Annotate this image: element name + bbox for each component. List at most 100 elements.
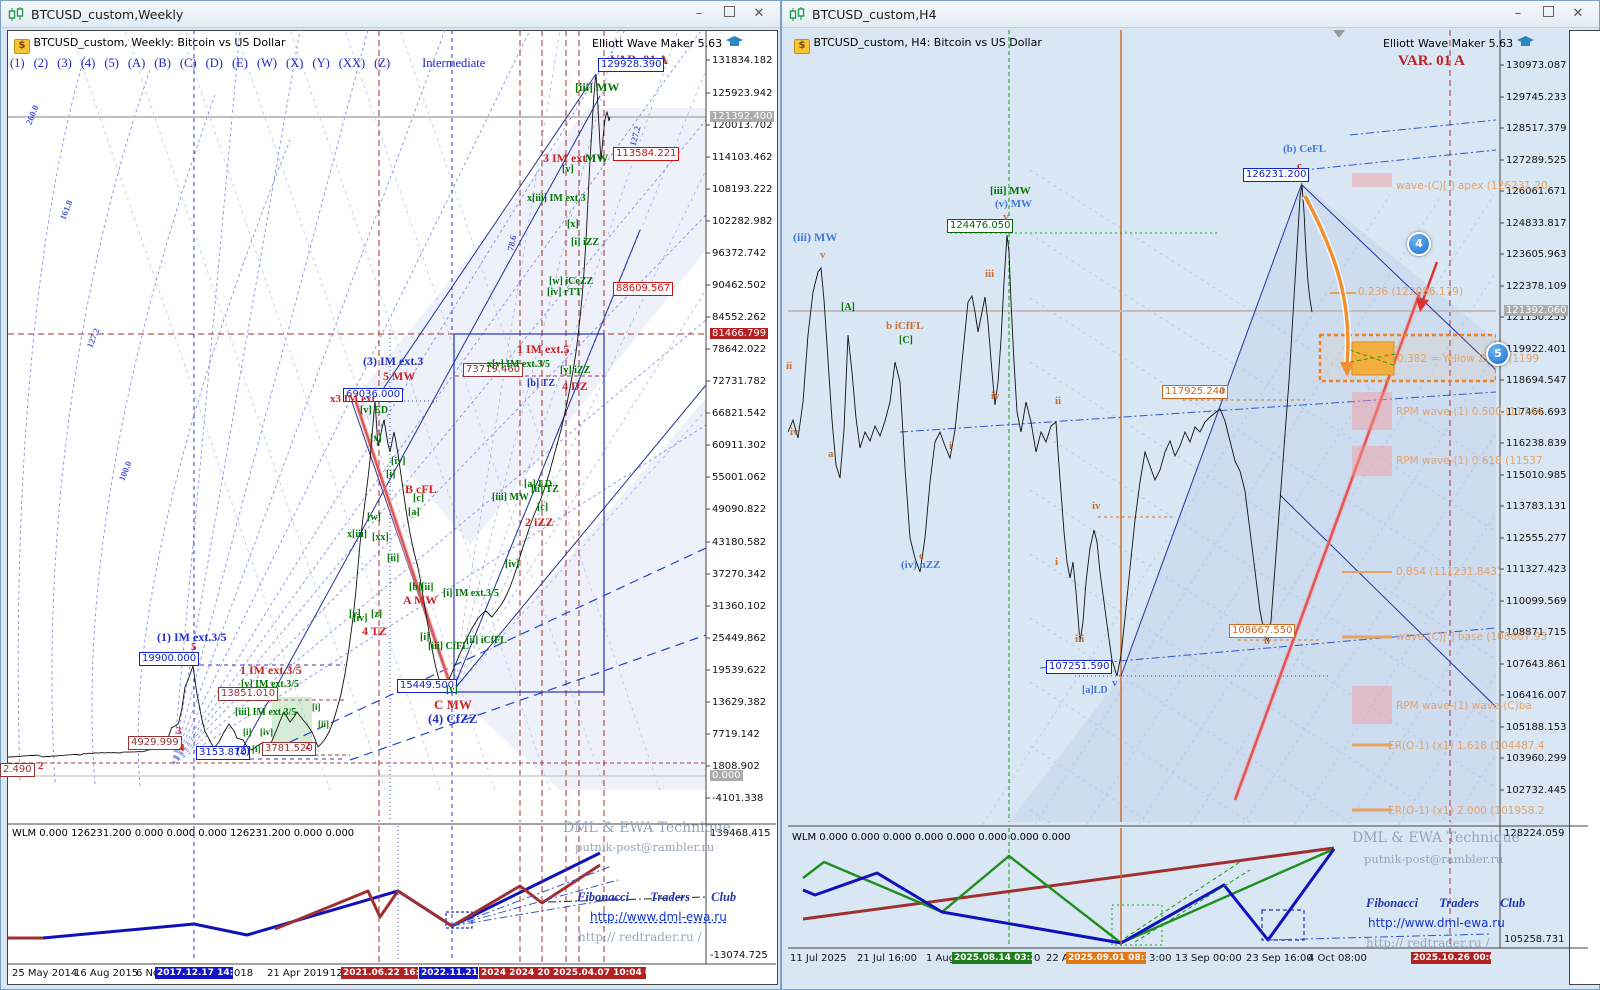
chart-line xyxy=(239,95,601,754)
red-arrow xyxy=(1421,261,1439,301)
chart-line xyxy=(344,30,606,791)
chart-line xyxy=(1029,681,1257,826)
chart-line xyxy=(451,384,706,693)
chart-line xyxy=(1137,271,1496,826)
minimize-button[interactable]: – xyxy=(695,6,703,21)
wlm-red-line xyxy=(274,863,601,931)
chart-line xyxy=(1233,291,1422,801)
chart-line xyxy=(1029,809,1056,826)
chart-line xyxy=(899,391,1496,433)
maximize-button[interactable] xyxy=(1533,4,1563,24)
wlm-red-line xyxy=(802,846,1335,921)
chart-line xyxy=(547,896,706,903)
chart-line xyxy=(399,30,661,791)
wlm-green-line xyxy=(802,847,1335,945)
chart-candles-icon xyxy=(789,6,805,21)
chart-line xyxy=(1267,933,1491,941)
chart-shape xyxy=(1009,183,1496,822)
chart-line xyxy=(124,30,386,791)
chart-shape xyxy=(453,333,605,693)
chart-line xyxy=(451,865,613,927)
wlm-blue-line xyxy=(802,848,1336,945)
wlm-blue-line xyxy=(42,851,601,940)
chart-line xyxy=(1029,233,1496,532)
chart-line xyxy=(1480,195,1600,860)
chart-line xyxy=(451,879,619,927)
chart-line xyxy=(1284,149,1496,173)
chart-line xyxy=(1124,861,1241,939)
maximize-button[interactable] xyxy=(714,4,744,24)
chart-shape xyxy=(137,139,291,787)
chart-shape xyxy=(8,30,706,822)
chart-line xyxy=(1029,297,1496,596)
chart-line xyxy=(1029,361,1496,660)
chart-shape xyxy=(1352,392,1392,430)
chart-shape xyxy=(1261,909,1305,941)
chart-line xyxy=(1301,184,1496,371)
minimize-button[interactable]: – xyxy=(1514,6,1522,21)
close-button[interactable]: ✕ xyxy=(753,6,765,21)
chart-line xyxy=(289,547,706,743)
chart-line xyxy=(354,401,454,691)
chart-shape xyxy=(1352,686,1392,724)
chart-line xyxy=(1029,169,1496,468)
chart-line xyxy=(1349,119,1496,136)
chart-line xyxy=(172,30,369,765)
chart-line xyxy=(451,896,626,927)
orange-arrow xyxy=(1303,195,1350,367)
chart-line xyxy=(1134,869,1251,943)
chart-line xyxy=(981,194,1391,826)
chart-line xyxy=(1033,194,1443,826)
chart-line xyxy=(1029,745,1157,826)
chart-line xyxy=(1029,425,1496,724)
chart-shape xyxy=(788,30,1600,860)
chart-shape xyxy=(91,94,216,785)
chart-line xyxy=(374,73,597,402)
red-arrowhead xyxy=(1416,298,1429,312)
chart-line xyxy=(1039,627,1496,669)
chart-shape xyxy=(8,30,776,965)
chart-shape xyxy=(352,108,706,545)
orange-arrowhead xyxy=(1340,362,1354,377)
price-line xyxy=(8,73,611,758)
chart-line xyxy=(1029,489,1496,788)
chart-line xyxy=(172,214,706,765)
chart-shape xyxy=(788,30,1588,949)
chart-line xyxy=(1029,553,1457,826)
chart-line xyxy=(172,119,706,765)
window-title: BTCUSD_custom,Weekly xyxy=(31,6,184,22)
window-title: BTCUSD_custom,H4 xyxy=(812,6,937,22)
chart-shape xyxy=(51,69,151,783)
chart-line xyxy=(1349,349,1397,367)
chart-line xyxy=(172,30,301,765)
chart-line xyxy=(69,30,331,791)
chart-shape xyxy=(8,826,706,962)
chart-shape xyxy=(1352,173,1392,187)
chart-shape xyxy=(17,54,86,781)
left-titlebar[interactable]: BTCUSD_custom,Weekly – ✕ xyxy=(1,1,780,28)
chart-line xyxy=(179,30,441,791)
chart-shape xyxy=(802,828,1491,946)
chart-candles-icon xyxy=(8,6,24,21)
chart-shape xyxy=(445,911,473,929)
chart-line xyxy=(451,289,706,693)
chart-line xyxy=(1279,494,1496,708)
chart-line xyxy=(172,30,446,765)
chart-line xyxy=(451,169,706,693)
chart-line xyxy=(451,30,619,693)
close-button[interactable]: ✕ xyxy=(1572,6,1584,21)
chart-line xyxy=(172,30,241,765)
chart-line xyxy=(289,30,551,791)
chart-line xyxy=(1120,182,1303,677)
anchor-triangle-icon xyxy=(1333,30,1345,38)
chart-line xyxy=(234,30,496,791)
chart-line xyxy=(172,31,701,765)
right-titlebar[interactable]: BTCUSD_custom,H4 – ✕ xyxy=(782,1,1599,28)
chart-line xyxy=(451,30,679,693)
chart-shape xyxy=(1352,446,1392,476)
right-chart-window[interactable]: BTCUSD_custom,H4 – ✕ xyxy=(781,0,1600,990)
chart-line xyxy=(349,634,706,761)
chart-line xyxy=(451,229,641,693)
